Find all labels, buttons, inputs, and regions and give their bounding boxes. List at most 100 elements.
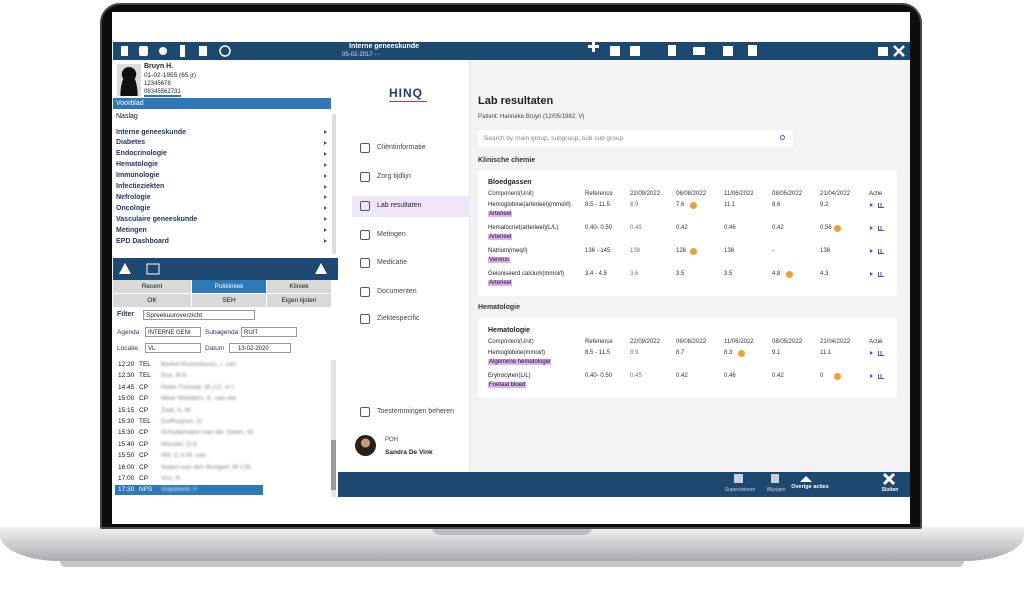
- nav-arrow: [324, 206, 327, 211]
- subagenda-select[interactable]: RUIT: [241, 327, 297, 337]
- appointment-time[interactable]: 16:00: [118, 463, 135, 471]
- appointment-type[interactable]: TEL: [139, 361, 151, 368]
- abnormal-flag: [690, 202, 697, 209]
- tab[interactable]: OK: [113, 294, 191, 307]
- nav-item[interactable]: Endocrinologie: [116, 150, 167, 158]
- appointment-name[interactable]: Zaal, A. M.: [161, 406, 193, 414]
- nav-item[interactable]: Oncologie: [116, 204, 151, 212]
- tab[interactable]: Eigen lijsten: [267, 294, 331, 307]
- subagenda-label: Subagenda: [205, 329, 239, 336]
- appointment-time[interactable]: 15:30: [118, 418, 135, 425]
- action-open[interactable]: [870, 351, 873, 355]
- nav-item[interactable]: Hematologie: [116, 161, 159, 169]
- action-chart[interactable]: [878, 351, 884, 356]
- appointment-name[interactable]: Vos, R.: [161, 475, 182, 482]
- nav-item[interactable]: Diabetes: [116, 139, 146, 147]
- tab[interactable]: Polikliniek: [192, 280, 266, 293]
- nav-item[interactable]: Metingen: [116, 226, 147, 234]
- footer-button[interactable]: Overige acties: [791, 484, 829, 490]
- appointment-type[interactable]: TEL: [139, 372, 151, 380]
- component: Hematocriet(arterieel)(L/L): [488, 225, 559, 231]
- action-chart[interactable]: [878, 203, 884, 208]
- filter-title[interactable]: Filter: [117, 311, 135, 318]
- nav-item[interactable]: Interne geneeskunde: [116, 128, 187, 136]
- appointment-name[interactable]: Berkel-Rozenboom, I. van: [161, 361, 237, 368]
- appointment-type[interactable]: CP: [139, 475, 149, 482]
- appointment-type[interactable]: CP: [139, 406, 149, 414]
- nav-item[interactable]: Nefrologie: [116, 193, 151, 201]
- search-box[interactable]: Search by main group, subgroup, sub sub …: [478, 130, 793, 147]
- appointment-name[interactable]: Schuitemaker-van der Steen, W.: [161, 429, 255, 437]
- action-chart[interactable]: [878, 272, 884, 277]
- action-chart[interactable]: [878, 374, 884, 379]
- consent[interactable]: Toestemmingen beheren: [377, 408, 455, 415]
- appointment-name[interactable]: Hoek-Tuinstal, M.J.C. in t: [161, 383, 234, 391]
- appointment-time[interactable]: 17:00: [118, 475, 135, 482]
- column-header: 11/06/2022: [724, 339, 754, 345]
- appointment-time[interactable]: 12:30: [118, 372, 135, 380]
- appointment-type[interactable]: CP: [139, 440, 149, 448]
- footer-button[interactable]: Wijzigen: [766, 487, 786, 493]
- section-title: Klinische chemie: [478, 157, 536, 164]
- action-open[interactable]: [870, 272, 873, 276]
- nav-item[interactable]: Immunologie: [116, 172, 160, 180]
- appointment-name[interactable]: Woudel, D.E.: [161, 440, 200, 448]
- date-select[interactable]: 13-02-2020: [229, 343, 291, 353]
- nav-arrow: [324, 195, 327, 200]
- tab[interactable]: Kliniek: [267, 280, 331, 293]
- sidebar-item[interactable]: Documenten: [377, 288, 417, 295]
- appointment-name[interactable]: Vuijsteerd, F.: [161, 486, 199, 494]
- agenda-select[interactable]: INTERNE GENI: [145, 327, 201, 337]
- appointment-type[interactable]: CP: [139, 429, 149, 437]
- nav-arrow: [324, 140, 327, 145]
- appointment-type[interactable]: CP: [139, 395, 149, 403]
- action-open[interactable]: [870, 249, 873, 253]
- nav-item[interactable]: Vasculaire geneeskunde: [116, 215, 198, 223]
- appointment-type[interactable]: NPS: [139, 486, 153, 494]
- nav-item[interactable]: Naslag: [116, 112, 138, 120]
- sidebar-item[interactable]: Metingen: [377, 231, 406, 238]
- appointment-time[interactable]: 14:45: [118, 383, 135, 391]
- reference: 0.40- 0.50: [585, 225, 613, 231]
- appointment-time[interactable]: 15:30: [118, 429, 135, 437]
- sidebar-item[interactable]: Lab resultaten: [377, 202, 422, 209]
- action-chart[interactable]: [878, 226, 884, 231]
- appointment-name[interactable]: Dulfhuijzen, D.: [161, 418, 204, 425]
- appointment-name[interactable]: Meer-Wielders, E. van der: [161, 395, 237, 403]
- component: Natrium(meq/l): [488, 248, 528, 254]
- appointment-type[interactable]: CP: [139, 452, 149, 460]
- appointment-name[interactable]: Seijen-van den Boogert, M.J.M.: [161, 463, 253, 471]
- location-select[interactable]: VL: [145, 343, 201, 353]
- action-chart[interactable]: [878, 249, 884, 254]
- sidebar-item[interactable]: Zorg tijdlijn: [377, 173, 411, 180]
- sidebar-item[interactable]: Medicatie: [377, 259, 407, 266]
- action-open[interactable]: [870, 226, 873, 230]
- appointment-time[interactable]: 15:15: [118, 406, 135, 414]
- appointment-time[interactable]: 15:50: [118, 452, 135, 460]
- appointment-name[interactable]: Wit, C.A.M. van: [161, 452, 207, 460]
- nav-item[interactable]: EPD Dashboard: [116, 237, 169, 245]
- appointment-time[interactable]: 15:40: [118, 440, 135, 448]
- nav-item[interactable]: Voorblad: [113, 97, 331, 109]
- lab-value: 8.3: [724, 350, 733, 356]
- appointment-type[interactable]: TEL: [139, 418, 151, 425]
- nav-item[interactable]: Infectieziekten: [116, 183, 165, 190]
- footer-button[interactable]: Sluiten: [881, 487, 899, 493]
- filter-view[interactable]: Spreekuuroverzicht: [143, 310, 255, 320]
- action-open[interactable]: [870, 203, 873, 207]
- appointment-time[interactable]: 17:30: [118, 486, 135, 494]
- user-role: POH: [385, 437, 399, 443]
- sidebar-item[interactable]: Ziektespecific: [377, 315, 420, 322]
- action-open[interactable]: [870, 374, 873, 378]
- appointment-time[interactable]: 12:20: [118, 361, 135, 368]
- column-header: 08/05/2022: [772, 339, 803, 345]
- appointment-name[interactable]: Dux, B.K.: [161, 372, 189, 380]
- appointment-type[interactable]: CP: [139, 463, 149, 471]
- tab[interactable]: Recent: [113, 280, 191, 293]
- appointment-type[interactable]: CP: [139, 383, 149, 391]
- tab[interactable]: SEH: [192, 294, 266, 307]
- nav-arrow: [324, 173, 327, 178]
- sidebar-item[interactable]: Cliëntinformatie: [377, 144, 426, 151]
- footer-button[interactable]: Supervisieren: [724, 487, 756, 493]
- appointment-time[interactable]: 15:00: [118, 395, 135, 403]
